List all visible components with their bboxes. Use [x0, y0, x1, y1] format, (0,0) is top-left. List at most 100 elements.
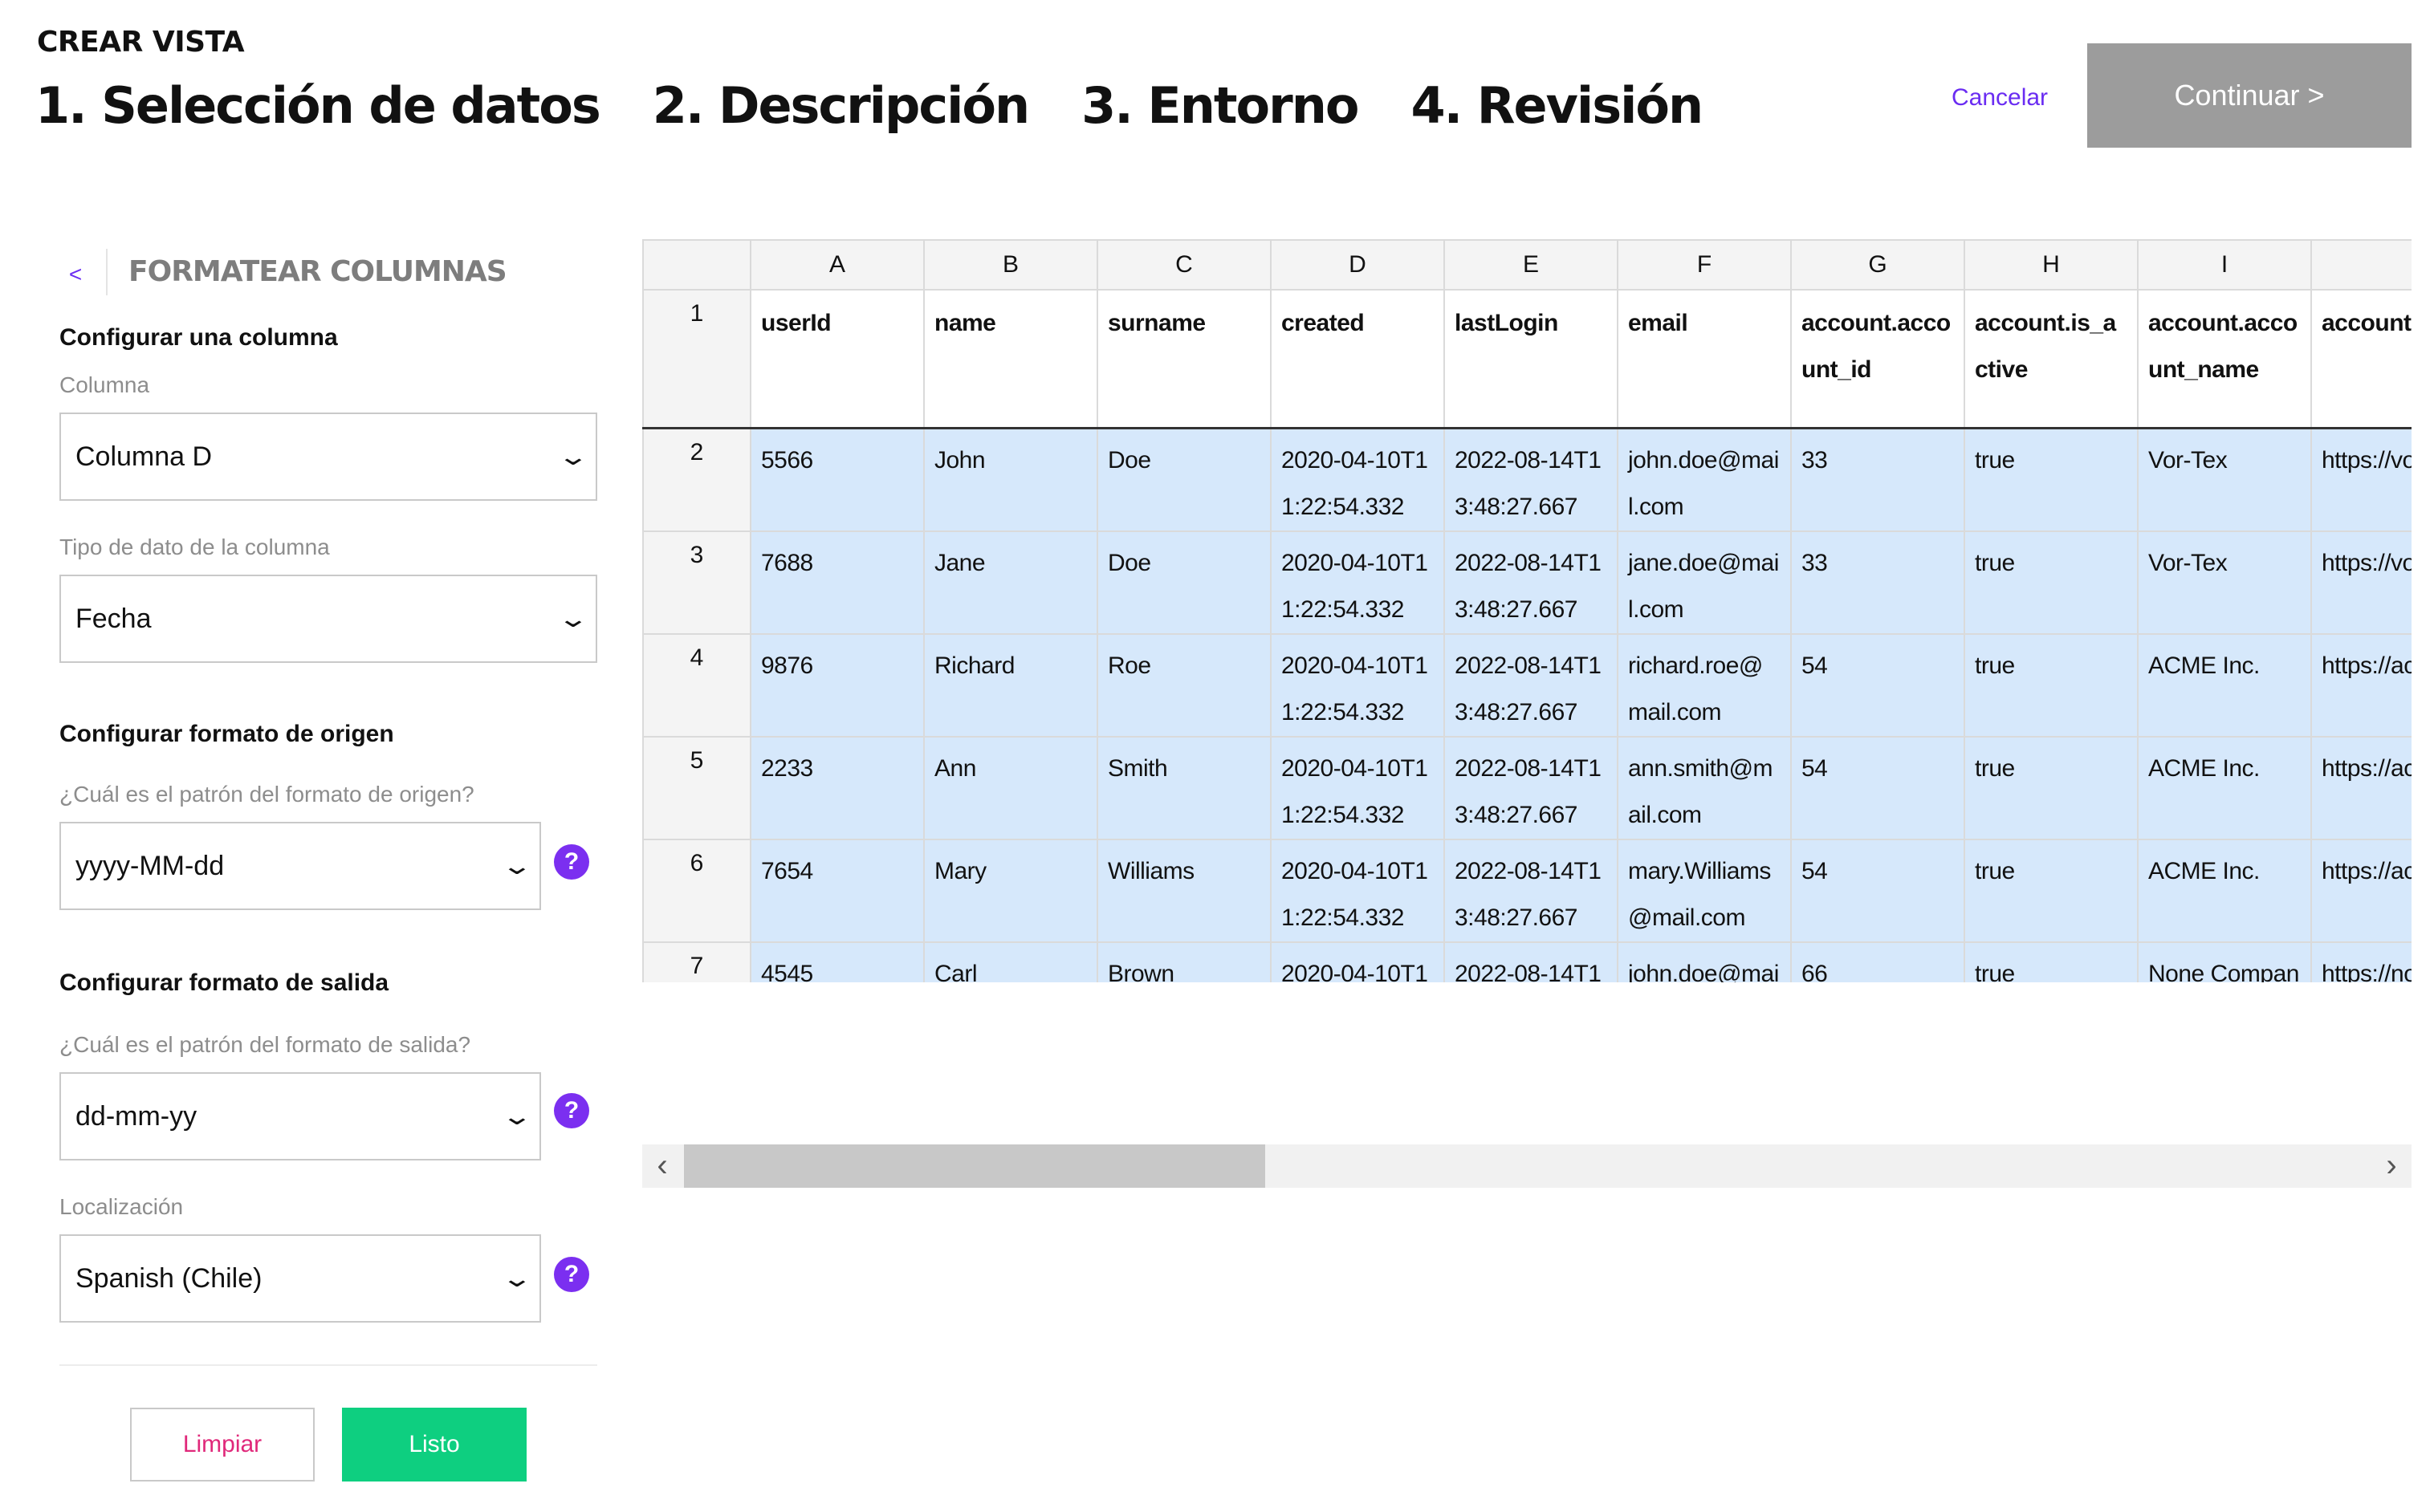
table-cell[interactable]: 54 — [1790, 632, 1965, 738]
table-cell[interactable]: account.account_id — [1790, 289, 1965, 429]
column-header[interactable]: A — [750, 239, 925, 291]
row-number[interactable]: 3 — [642, 530, 751, 635]
table-cell[interactable]: name — [923, 289, 1098, 429]
table-cell[interactable]: None Company — [2137, 941, 2312, 982]
table-cell[interactable]: email — [1617, 289, 1792, 429]
table-cell[interactable]: surname — [1097, 289, 1272, 429]
column-header[interactable]: D — [1270, 239, 1445, 291]
table-cell[interactable]: 2020-04-10T11:22:54.332 — [1270, 632, 1445, 738]
table-cell[interactable]: https://nonecompany.io — [2310, 941, 2412, 982]
table-cell[interactable]: 7654 — [750, 838, 925, 943]
table-cell[interactable]: ann.smith@mail.com — [1617, 735, 1792, 840]
column-type-select[interactable]: Fecha ⌄ — [59, 575, 597, 663]
continue-button[interactable]: Continuar > — [2087, 43, 2412, 148]
table-cell[interactable]: 2020-04-10T11:22:54.332 — [1270, 838, 1445, 943]
table-cell[interactable]: ACME Inc. — [2137, 735, 2312, 840]
table-cell[interactable]: Mary — [923, 838, 1098, 943]
table-cell[interactable]: 2020-04-10T11:22:54.332 — [1270, 427, 1445, 532]
row-number[interactable]: 6 — [642, 838, 751, 943]
column-header[interactable]: C — [1097, 239, 1272, 291]
table-cell[interactable]: john.doe@mail.com — [1617, 427, 1792, 532]
scrollbar-thumb[interactable] — [684, 1144, 1265, 1188]
table-cell[interactable]: https://vortex.io — [2310, 427, 2412, 532]
table-cell[interactable]: Vor-Tex — [2137, 530, 2312, 635]
row-number[interactable]: 7 — [642, 941, 751, 982]
column-header[interactable]: B — [923, 239, 1098, 291]
done-button[interactable]: Listo — [342, 1408, 527, 1482]
row-number[interactable]: 4 — [642, 632, 751, 738]
step-data-selection[interactable]: 1. Selección de datos — [35, 76, 601, 135]
scroll-left-icon[interactable]: ‹ — [657, 1148, 668, 1183]
table-cell[interactable]: 54 — [1790, 838, 1965, 943]
table-cell[interactable]: Brown — [1097, 941, 1272, 982]
cancel-link[interactable]: Cancelar — [1951, 84, 2049, 111]
table-cell[interactable]: John — [923, 427, 1098, 532]
table-cell[interactable]: 5566 — [750, 427, 925, 532]
table-cell[interactable]: https://vortex.io — [2310, 530, 2412, 635]
table-cell[interactable]: account.is_active — [1964, 289, 2139, 429]
table-cell[interactable]: ACME Inc. — [2137, 838, 2312, 943]
table-cell[interactable]: mary.Williams@mail.com — [1617, 838, 1792, 943]
table-cell[interactable]: Smith — [1097, 735, 1272, 840]
table-cell[interactable]: 7688 — [750, 530, 925, 635]
table-cell[interactable]: 54 — [1790, 735, 1965, 840]
table-cell[interactable]: 2020-04-10T11:22:54.332 — [1270, 735, 1445, 840]
table-cell[interactable]: Roe — [1097, 632, 1272, 738]
table-cell[interactable]: Doe — [1097, 427, 1272, 532]
step-description[interactable]: 2. Descripción — [652, 76, 1030, 135]
table-cell[interactable]: Richard — [923, 632, 1098, 738]
table-cell[interactable]: Vor-Tex — [2137, 427, 2312, 532]
table-cell[interactable]: 33 — [1790, 530, 1965, 635]
table-cell[interactable]: richard.roe@mail.com — [1617, 632, 1792, 738]
table-cell[interactable]: Jane — [923, 530, 1098, 635]
table-cell[interactable]: 2020-04-10T11:22:54.332 — [1270, 530, 1445, 635]
table-cell[interactable]: 2022-08-14T13:48:27.667 — [1443, 941, 1618, 982]
table-cell[interactable]: account._uri — [2310, 289, 2412, 429]
table-cell[interactable]: Williams — [1097, 838, 1272, 943]
help-icon[interactable]: ? — [554, 1257, 589, 1292]
table-cell[interactable]: true — [1964, 530, 2139, 635]
table-cell[interactable]: https://acme.io — [2310, 632, 2412, 738]
table-cell[interactable]: 2022-08-14T13:48:27.667 — [1443, 838, 1618, 943]
table-cell[interactable]: 9876 — [750, 632, 925, 738]
table-cell[interactable]: 2022-08-14T13:48:27.667 — [1443, 530, 1618, 635]
help-icon[interactable]: ? — [554, 844, 589, 880]
table-cell[interactable]: 2233 — [750, 735, 925, 840]
row-number[interactable]: 5 — [642, 735, 751, 840]
table-cell[interactable]: Carl — [923, 941, 1098, 982]
table-cell[interactable]: ACME Inc. — [2137, 632, 2312, 738]
table-cell[interactable]: true — [1964, 632, 2139, 738]
table-cell[interactable]: jane.doe@mail.com — [1617, 530, 1792, 635]
horizontal-scrollbar[interactable]: ‹ › — [642, 1144, 2412, 1188]
table-cell[interactable]: 2022-08-14T13:48:27.667 — [1443, 735, 1618, 840]
table-cell[interactable]: account.account_name — [2137, 289, 2312, 429]
table-cell[interactable]: 33 — [1790, 427, 1965, 532]
table-cell[interactable]: 66 — [1790, 941, 1965, 982]
column-header[interactable]: I — [2137, 239, 2312, 291]
table-cell[interactable]: true — [1964, 427, 2139, 532]
table-cell[interactable]: Ann — [923, 735, 1098, 840]
data-grid[interactable]: A B C D E F G H I J 1 userId name surnam… — [642, 239, 2412, 982]
table-cell[interactable]: https://acme.io — [2310, 735, 2412, 840]
locale-select[interactable]: Spanish (Chile) ⌄ — [59, 1234, 541, 1323]
table-cell[interactable]: true — [1964, 941, 2139, 982]
table-cell[interactable]: Doe — [1097, 530, 1272, 635]
column-header[interactable]: F — [1617, 239, 1792, 291]
step-environment[interactable]: 3. Entorno — [1081, 76, 1359, 135]
table-cell[interactable]: john.doe@mail.com — [1617, 941, 1792, 982]
table-cell[interactable]: 2022-08-14T13:48:27.667 — [1443, 427, 1618, 532]
source-format-select[interactable]: yyyy-MM-dd ⌄ — [59, 822, 541, 910]
table-cell[interactable]: true — [1964, 735, 2139, 840]
column-header[interactable]: H — [1964, 239, 2139, 291]
table-cell[interactable]: lastLogin — [1443, 289, 1618, 429]
column-header[interactable]: G — [1790, 239, 1965, 291]
table-cell[interactable]: created — [1270, 289, 1445, 429]
column-header[interactable]: J — [2310, 239, 2412, 291]
help-icon[interactable]: ? — [554, 1093, 589, 1128]
output-format-select[interactable]: dd-mm-yy ⌄ — [59, 1072, 541, 1160]
step-review[interactable]: 4. Revisión — [1410, 76, 1703, 135]
column-header[interactable]: E — [1443, 239, 1618, 291]
clear-button[interactable]: Limpiar — [130, 1408, 315, 1482]
column-select[interactable]: Columna D ⌄ — [59, 413, 597, 501]
table-cell[interactable]: 4545 — [750, 941, 925, 982]
